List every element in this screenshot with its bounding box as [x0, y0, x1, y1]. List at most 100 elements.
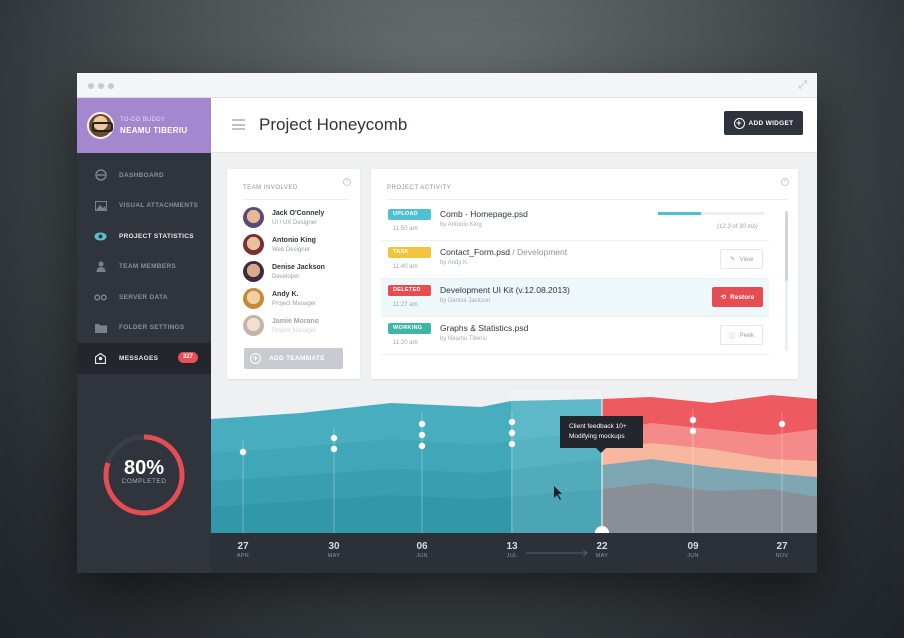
event-marker[interactable]	[418, 442, 426, 450]
edit-icon: ✎	[729, 256, 736, 263]
list-item[interactable]: Antonio King Web Designer	[243, 234, 353, 256]
sidebar-item-project-statistics[interactable]: PROJECT STATISTICS	[77, 221, 211, 252]
status-badge: TASK	[388, 247, 431, 258]
event-marker[interactable]	[508, 429, 516, 437]
member-role: Project Manager	[272, 301, 317, 307]
event-marker[interactable]	[418, 420, 426, 428]
timeline-tick[interactable]: 06 JUN	[402, 541, 442, 559]
sidebar-item-label: FOLDER SETTINGS	[119, 324, 185, 332]
profile-header[interactable]: TO-DO BUDDY NEAMU TIBERIU	[77, 98, 211, 153]
add-teammate-button[interactable]: + ADD TEAMMATE	[244, 348, 343, 369]
user-name: NEAMU TIBERIU	[120, 126, 188, 135]
sidebar-item-folder-settings[interactable]: FOLDER SETTINGS	[77, 313, 211, 344]
eye-icon	[94, 231, 107, 242]
menu-icon[interactable]	[232, 119, 245, 130]
add-widget-button[interactable]: + ADD WIDGET	[724, 111, 803, 135]
infinity-icon	[94, 292, 107, 303]
window-dot[interactable]	[88, 83, 94, 89]
sidebar: TO-DO BUDDY NEAMU TIBERIU DASHBOARD VISU…	[77, 98, 211, 573]
file-subpath: / Development	[509, 247, 568, 257]
event-marker[interactable]	[508, 440, 516, 448]
list-item[interactable]: Jack O'Connely UI / UX Designer	[243, 207, 353, 229]
divider	[387, 199, 788, 200]
divider	[243, 199, 350, 200]
restore-button[interactable]: ⟲ Restore	[712, 287, 763, 307]
timeline-tick[interactable]: 09 JUN	[673, 541, 713, 559]
event-marker[interactable]	[330, 445, 338, 453]
avatar	[243, 234, 264, 255]
timeline-tick[interactable]: 30 MAY	[314, 541, 354, 559]
title-bar: ⤢	[77, 73, 817, 98]
messages-icon	[94, 352, 107, 364]
row-author: by Antonio King	[440, 222, 482, 228]
timeline-tick[interactable]: 22 MAY	[582, 541, 622, 559]
tooltip-line: Client feedback 10+	[569, 423, 627, 430]
timeline-scrubber-handle[interactable]	[595, 526, 609, 533]
peek-button[interactable]: ⓘ Peek	[720, 325, 763, 345]
timeline-tick[interactable]: 13 JUL	[492, 541, 532, 559]
tick-day: 30	[328, 541, 340, 552]
window-dot[interactable]	[98, 83, 104, 89]
expand-icon[interactable]: ⤢	[798, 79, 807, 91]
scrollbar[interactable]	[785, 211, 788, 351]
peek-icon: ⓘ	[728, 333, 736, 340]
plus-icon: +	[733, 117, 745, 129]
event-markers	[239, 409, 786, 533]
sidebar-item-label: VISUAL ATTACHMENTS	[119, 202, 199, 210]
table-row[interactable]: TASK 11:40 am Contact_Form.psd / Develop…	[381, 241, 769, 279]
list-item[interactable]: Jamie Morano Project Manager	[243, 315, 353, 337]
sidebar-item-server-data[interactable]: SERVER DATA	[77, 282, 211, 313]
card-title: TEAM INVOLVED	[243, 185, 298, 191]
window-dot[interactable]	[108, 83, 114, 89]
app-name: TO-DO BUDDY	[120, 117, 166, 123]
row-time: 11:27 am	[393, 302, 418, 308]
add-widget-label: ADD WIDGET	[748, 119, 794, 127]
event-marker[interactable]	[689, 427, 697, 435]
upload-progress-text: (12.3 of 30 mb)	[717, 224, 758, 230]
image-icon	[94, 200, 107, 211]
restore-icon: ⟲	[720, 294, 727, 301]
member-role: Developer	[272, 274, 300, 280]
window-controls[interactable]	[88, 83, 114, 89]
event-marker[interactable]	[330, 434, 338, 442]
sidebar-item-messages[interactable]: MESSAGES 327	[77, 343, 211, 374]
tick-day: 22	[596, 541, 608, 552]
table-row[interactable]: WORKING 11:20 am Graphs & Statistics.psd…	[381, 317, 769, 355]
sidebar-item-dashboard[interactable]: DASHBOARD	[77, 160, 211, 191]
file-name: Contact_Form.psd / Development	[440, 247, 567, 257]
sidebar-item-visual-attachments[interactable]: VISUAL ATTACHMENTS	[77, 191, 211, 222]
timeline-tick[interactable]: 27 APR	[223, 541, 263, 559]
sidebar-item-label: DASHBOARD	[119, 171, 164, 179]
timeline-axis[interactable]: 27 APR 30 MAY 06 JUN 13 JUL 22 MAY 09 JUN 27 NOV	[211, 533, 817, 573]
sidebar-item-label: TEAM MEMBERS	[119, 263, 177, 271]
scrollbar-thumb[interactable]	[785, 211, 788, 281]
table-row[interactable]: DELETED 11:27 am Development UI Kit (v.1…	[381, 279, 769, 317]
event-marker[interactable]	[418, 431, 426, 439]
tick-day: 27	[237, 541, 249, 552]
member-name: Jamie Morano	[272, 318, 320, 325]
add-teammate-label: ADD TEAMMATE	[269, 355, 325, 362]
list-item[interactable]: Denise Jackson Developer	[243, 261, 353, 283]
table-row[interactable]: UPLOAD 11:50 am Comb - Homepage.psd by A…	[381, 203, 769, 241]
avatar	[243, 207, 264, 228]
event-marker[interactable]	[778, 420, 786, 428]
tooltip-line: Modifying mockups	[569, 433, 625, 440]
close-icon[interactable]: ×	[343, 178, 351, 186]
avatar[interactable]	[87, 112, 114, 139]
timeline-tick[interactable]: 27 NOV	[762, 541, 802, 559]
restore-label: Restore	[730, 293, 755, 301]
status-badge: UPLOAD	[388, 209, 431, 220]
view-button[interactable]: ✎ View	[720, 249, 763, 269]
chart-tooltip: Client feedback 10+ Modifying mockups	[560, 416, 643, 453]
event-marker[interactable]	[689, 416, 697, 424]
event-marker[interactable]	[239, 448, 247, 456]
user-icon	[94, 261, 107, 273]
list-item[interactable]: Andy K. Project Manager	[243, 288, 353, 310]
file-name: Comb - Homepage.psd	[440, 209, 528, 219]
tick-month: MAY	[327, 553, 341, 559]
sidebar-item-team-members[interactable]: TEAM MEMBERS	[77, 252, 211, 283]
card-title: PROJECT ACTIVITY	[387, 185, 452, 191]
close-icon[interactable]: ×	[781, 178, 789, 186]
event-marker[interactable]	[508, 418, 516, 426]
tick-day: 13	[506, 541, 518, 552]
